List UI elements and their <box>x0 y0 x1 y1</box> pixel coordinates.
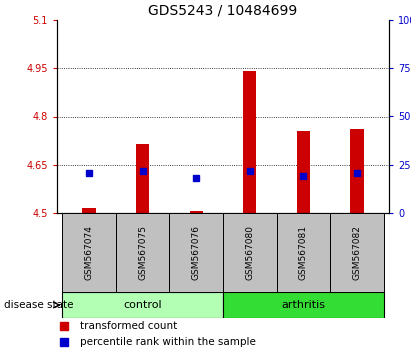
Text: GSM567082: GSM567082 <box>352 225 361 280</box>
Text: GSM567075: GSM567075 <box>138 225 147 280</box>
Bar <box>223 292 383 318</box>
Bar <box>136 144 149 213</box>
Bar <box>297 131 310 213</box>
Bar <box>62 213 116 292</box>
Bar <box>277 213 330 292</box>
Text: percentile rank within the sample: percentile rank within the sample <box>80 337 256 347</box>
Text: GSM567081: GSM567081 <box>299 225 308 280</box>
Bar <box>189 211 203 213</box>
Text: arthritis: arthritis <box>281 300 326 310</box>
Bar <box>62 292 223 318</box>
Title: GDS5243 / 10484699: GDS5243 / 10484699 <box>148 4 298 17</box>
Text: GSM567080: GSM567080 <box>245 225 254 280</box>
Text: disease state: disease state <box>4 300 74 310</box>
Text: control: control <box>123 300 162 310</box>
Bar <box>116 213 169 292</box>
Text: GSM567074: GSM567074 <box>85 225 94 280</box>
Text: GSM567076: GSM567076 <box>192 225 201 280</box>
Bar <box>223 213 277 292</box>
Bar <box>243 72 256 213</box>
Bar <box>330 213 383 292</box>
Bar <box>83 208 96 213</box>
Bar <box>169 213 223 292</box>
Text: transformed count: transformed count <box>80 321 178 331</box>
Bar <box>350 129 364 213</box>
